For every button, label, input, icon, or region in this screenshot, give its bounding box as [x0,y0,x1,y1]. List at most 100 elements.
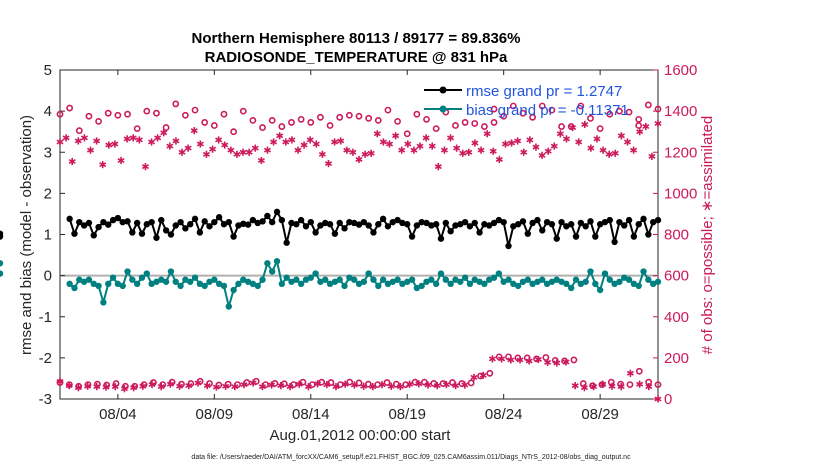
asterisk-stroke [105,142,113,148]
rmse-point [119,218,126,226]
rmse-point [423,219,430,227]
rmse-point [129,229,136,236]
obs-assimilated-point [623,138,632,146]
rmse-point [215,214,223,221]
obs-assimilated-point [495,155,503,164]
footer-data-file: data file: /Users/raeder/DAI/ATM_forcXX/… [191,454,631,461]
asterisk-stroke [581,121,589,127]
asterisk-stroke [379,139,387,145]
bias-point [346,274,353,281]
rmse-point [206,223,213,230]
rmse-point [124,218,131,225]
rmse-point [418,218,425,226]
rmse-point [187,221,194,228]
asterisk-stroke [312,141,320,147]
obs-assimilated-point [245,148,253,156]
obs-possible-point [432,125,440,133]
asterisk-stroke [222,383,230,389]
rmse-point [133,219,141,227]
obs-assimilated-point [453,144,461,152]
asterisk-stroke [212,384,220,390]
bias-point [331,278,339,285]
bias-point [384,280,392,288]
bias-point [215,280,223,288]
bias-point [167,268,175,275]
obs-assimilated-point-low [507,356,515,364]
bias-point [162,278,170,285]
asterisk-stroke [520,149,528,155]
asterisk-stroke [202,151,210,157]
obs-assimilated-point-low [562,358,570,366]
bias-point [539,276,546,283]
obs-possible-point [509,102,517,110]
asterisk-stroke [257,157,265,163]
bias-point [601,270,609,277]
asterisk-stroke [489,148,497,154]
y-tick-label-left: -2 [39,350,52,367]
obs-assimilated-point-low [93,383,101,391]
obs-possible-point [596,125,604,133]
asterisk-stroke [387,383,395,389]
bias-point [273,258,281,265]
rmse-point [182,225,189,232]
obs-possible-point [210,122,218,129]
bias-point [654,278,662,285]
bias-point [375,282,382,290]
rmse-point [539,227,546,234]
obs-possible-point [307,119,315,126]
obs-assimilated-point [392,132,400,140]
bias-point [268,268,276,275]
rmse-point [567,221,575,228]
obs-assimilated-point [471,139,479,147]
obs-assimilated-point [215,136,223,144]
obs-assimilated-point-low [645,383,653,391]
rmse-point [331,230,339,237]
legend-rmse-label: rmse grand pr = 1.2747 [466,83,622,100]
obs-assimilated-point [355,155,363,164]
asterisk-stroke [410,147,418,153]
rmse-point [457,221,464,228]
asterisk-stroke [648,153,656,159]
asterisk-stroke [160,130,168,136]
rmse-point [90,232,97,239]
obs-assimilated-point-low [369,383,377,391]
obs-possible-point [95,118,102,125]
asterisk-stroke [65,383,73,389]
obs-assimilated-point [526,136,534,144]
bias-point [95,282,102,290]
asterisk-stroke [111,384,119,390]
obs-assimilated-point [636,128,644,136]
obs-possible-point [490,105,498,113]
asterisk-stroke [636,129,644,135]
asterisk-stroke [608,383,616,389]
obs-assimilated-point [202,150,210,158]
obs-possible-point [345,111,353,119]
obs-assimilated-point [514,137,522,145]
rmse-point [317,222,324,229]
rmse-point [225,218,232,226]
rmse-point [100,218,107,226]
asterisk-stroke [416,143,424,149]
legend-bias-marker [439,105,447,113]
bias-point [129,276,136,283]
asterisk-stroke [240,382,248,388]
obs-possible-point [268,116,276,124]
asterisk-stroke [636,381,644,387]
asterisk-stroke [129,135,137,141]
rmse-point [254,219,261,227]
obs-assimilated-point-low [452,382,460,390]
asterisk-stroke [477,147,485,153]
obs-assimilated-point-low [84,382,92,390]
bias-point [563,280,570,288]
rmse-point [476,229,483,236]
bias-point [505,276,512,283]
asterisk-stroke [251,145,259,151]
obs-possible-point [181,111,189,119]
asterisk-stroke [562,359,570,365]
rmse-point [384,223,392,230]
asterisk-stroke [324,161,333,167]
obs-assimilated-point-low [203,382,211,390]
rmse-point [341,225,348,232]
bias-point [428,276,435,283]
asterisk-stroke [453,145,461,151]
